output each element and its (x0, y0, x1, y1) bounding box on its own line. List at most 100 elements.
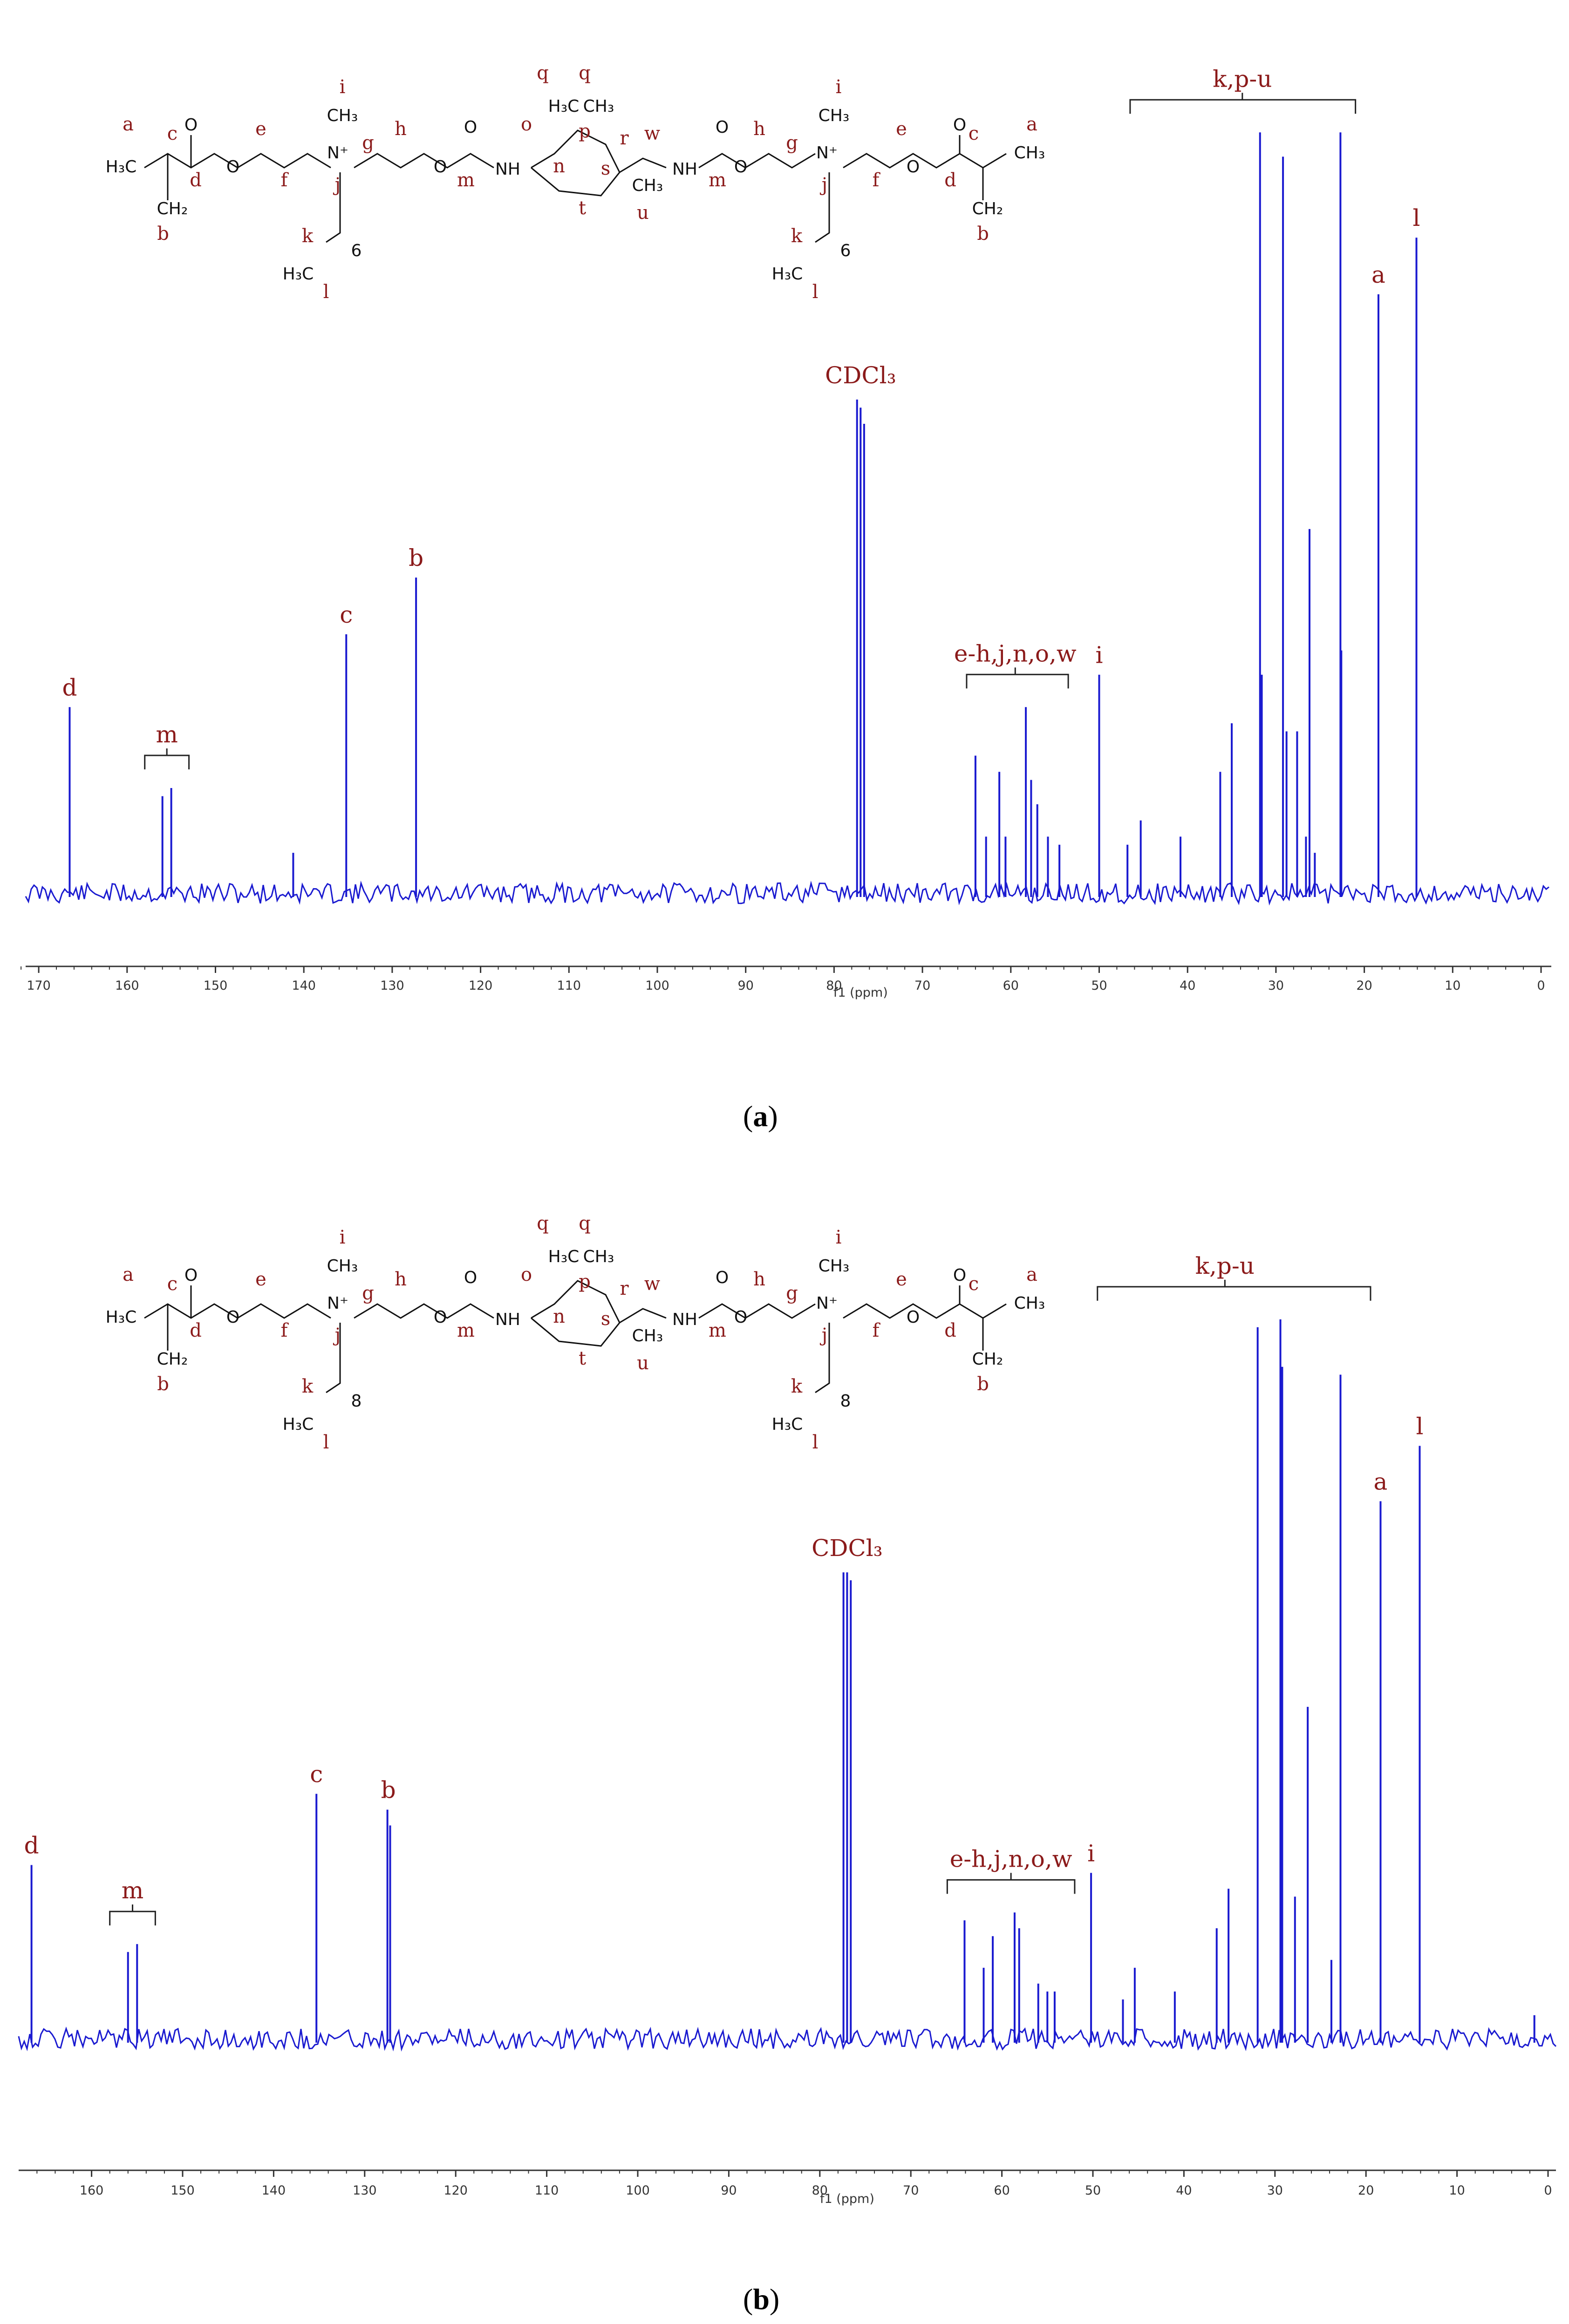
bond (619, 1308, 667, 1324)
x-tick-label: 150 (204, 979, 228, 993)
annotation-bracket (109, 1904, 156, 1926)
structure-site-letter: e (896, 118, 907, 140)
structure-site-letter: l (812, 281, 819, 303)
x-tick-label: 170 (27, 979, 51, 993)
structure-site-letter: s (601, 158, 611, 179)
structure-text: NH (495, 160, 520, 179)
structure-text: N⁺ (816, 1294, 838, 1313)
structure-text: CH₃ (327, 106, 358, 125)
annotation-bracket (144, 748, 190, 770)
structure-site-letter: s (601, 1308, 611, 1330)
structure-text: NH (672, 1310, 697, 1329)
baseline-noise (25, 880, 1549, 906)
structure-site-letter: e (896, 1269, 907, 1290)
annotation-label: c (310, 1761, 323, 1788)
structure-text: O (464, 1268, 477, 1287)
annotation-bracket (1097, 1279, 1371, 1301)
structure-text: H₃C (772, 1415, 803, 1434)
x-tick-label: 40 (1176, 2183, 1192, 2198)
structure-site-letter: f (873, 170, 881, 191)
structure-site-letter: a (1026, 114, 1037, 135)
structure-site-letter: e (255, 1269, 266, 1290)
x-tick-label: 70 (914, 979, 930, 993)
spectrum-panel-b: 160 150 140 130 120 110 100 90 80 70 60 50 40 30 20 10 0… (18, 1213, 1557, 2206)
x-tick-label: 80 (826, 979, 842, 993)
bond (531, 129, 621, 197)
x-tick-label: 130 (353, 2183, 377, 2198)
structure-site-letter: d (944, 170, 956, 191)
structure-text: O (953, 116, 966, 135)
structure-text: O (434, 157, 447, 177)
structure-site-letter: h (753, 1269, 765, 1290)
structure-text: O (226, 1308, 239, 1327)
structure-site-letter: u (637, 1352, 649, 1374)
structure-site-letter: o (521, 114, 532, 135)
annotation-label: b (409, 544, 423, 571)
annotation-label: i (1087, 1840, 1095, 1867)
structure-text: H₃C (283, 265, 314, 284)
structure-site-letter: r (620, 1278, 629, 1299)
structure-text: CH₃ (327, 1257, 358, 1276)
structure-site-letter: h (395, 118, 407, 140)
structure-text: CH₃ (1014, 143, 1045, 163)
structure-site-letter: h (753, 118, 765, 140)
structure-text: CH₃ (583, 1247, 614, 1266)
bond (354, 153, 494, 169)
x-axis-label: f1 (ppm) (833, 985, 888, 1000)
structure-text: O (734, 157, 747, 177)
structure-site-letter: m (709, 170, 726, 191)
x-tick-label: 80 (812, 2183, 828, 2198)
structure-site-letter: g (362, 1283, 374, 1304)
structure-site-letter: j (820, 174, 827, 196)
annotation-label: a (1371, 261, 1385, 288)
structure-site-letter: g (786, 1283, 798, 1304)
structure-site-letter: c (167, 1273, 177, 1295)
structure-site-letter: g (786, 132, 798, 154)
structure-text: NH (672, 160, 697, 179)
structure-text: CH₂ (972, 199, 1003, 218)
structure-site-letter: f (873, 1320, 881, 1341)
structure-letter: k (302, 1376, 314, 1397)
structure-text: NH (495, 1310, 520, 1329)
structure-site-letter: q (579, 62, 591, 84)
structure-site-letter: w (644, 123, 660, 144)
structure-site-letter: l (323, 281, 329, 303)
x-tick-label: 20 (1356, 979, 1372, 993)
structure-site-letter: f (281, 1320, 289, 1341)
x-tick-label: 50 (1091, 979, 1107, 993)
structure-text: H₃C (548, 97, 580, 116)
annotation-label: m (156, 721, 177, 748)
panel-label-b: (b) (743, 2283, 780, 2316)
structure-site-letter: m (457, 1320, 475, 1341)
structure-site-letter: c (969, 123, 979, 144)
structure-site-letter: m (457, 170, 475, 191)
x-axis-label: f1 (ppm) (820, 2192, 874, 2206)
structure-site-letter: i (836, 1227, 842, 1248)
structure-site-letter: l (812, 1432, 819, 1453)
annotation-label: k,p-u (1213, 65, 1272, 92)
structure-site-letter: i (340, 1227, 346, 1248)
structure-text: H₃C (283, 1415, 314, 1434)
x-tick-label: 100 (645, 979, 669, 993)
structure-site-letter: j (820, 1325, 827, 1346)
bond (815, 1323, 830, 1393)
structure-text: O (434, 1308, 447, 1327)
x-tick-label: 10 (1449, 2183, 1465, 2198)
annotation-bracket (966, 667, 1069, 689)
structure-site-letter: t (579, 1348, 586, 1369)
structure-site-letter: j (333, 174, 341, 196)
structure-site-letter: p (579, 121, 591, 142)
annotation-label: e-h,j,n,o,w (950, 1845, 1072, 1872)
annotation-label: l (1413, 204, 1420, 231)
x-tick-label: 110 (557, 979, 581, 993)
annotation-label: e-h,j,n,o,w (954, 640, 1077, 667)
annotation-bracket (1129, 93, 1357, 114)
annotation-bracket (946, 1873, 1076, 1894)
structure-letter: k (791, 1376, 803, 1397)
x-tick-label: 90 (738, 979, 754, 993)
structure-site-letter: i (836, 76, 842, 98)
structure-text: H₃C (548, 1247, 580, 1266)
structure-site-letter: m (709, 1320, 726, 1341)
